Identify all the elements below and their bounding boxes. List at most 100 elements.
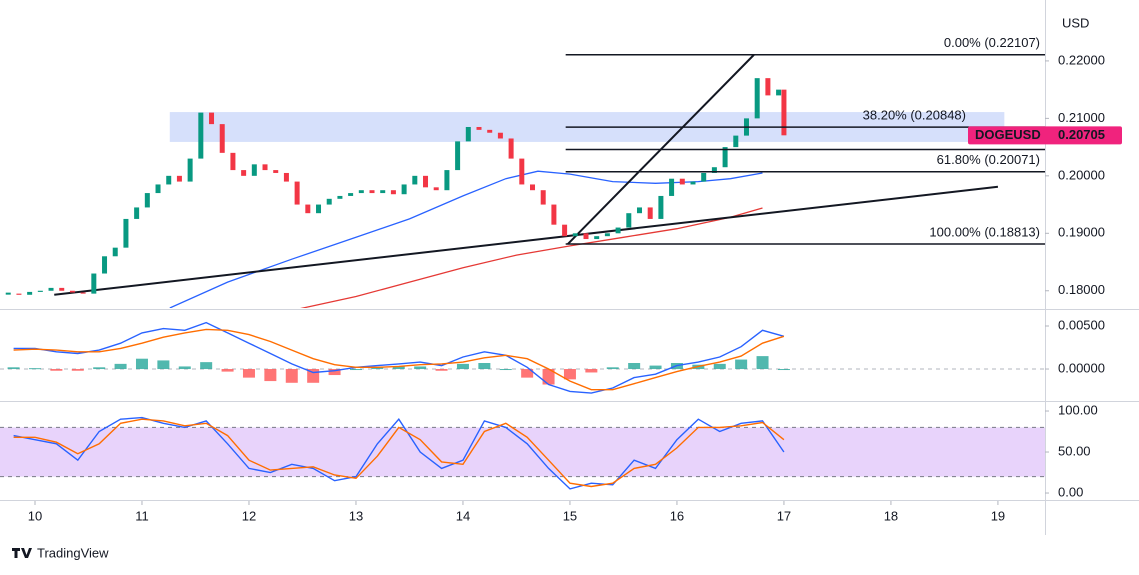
histogram-bar <box>178 366 191 370</box>
histogram-bar <box>71 369 84 371</box>
y-tick-label: 0.20000 <box>1058 167 1105 182</box>
candle <box>390 190 396 195</box>
currency-label: USD <box>1062 15 1089 30</box>
candle <box>412 175 418 185</box>
price-tag <box>968 126 1122 145</box>
moving-average <box>300 207 763 308</box>
candle <box>711 167 717 173</box>
candle <box>326 198 332 205</box>
histogram-bar <box>414 366 427 370</box>
pane <box>0 416 1045 490</box>
histogram-bar <box>349 369 362 371</box>
candle <box>497 132 503 139</box>
candle <box>690 181 696 185</box>
candle <box>144 193 150 208</box>
candle <box>273 170 279 173</box>
candle <box>444 170 450 191</box>
histogram-bar <box>93 367 106 370</box>
y-tick-label: 0.00000 <box>1058 360 1105 375</box>
candle <box>765 78 771 96</box>
y-tick-label: 0.00500 <box>1058 317 1105 332</box>
candle <box>176 175 182 182</box>
candle <box>262 164 268 171</box>
histogram-bar <box>7 367 20 370</box>
candle <box>91 273 97 294</box>
pane <box>0 321 1045 394</box>
candle <box>562 224 568 237</box>
histogram-bar <box>264 369 277 382</box>
candle <box>776 89 782 96</box>
candle <box>647 207 653 219</box>
x-tick-label: 12 <box>242 508 256 523</box>
histogram-bar <box>221 369 234 372</box>
histogram-bar <box>114 363 127 370</box>
histogram-bar <box>371 367 384 370</box>
brand-logo <box>12 548 32 558</box>
brand-name: TradingView <box>37 545 109 560</box>
histogram-bar <box>157 360 170 370</box>
candle <box>358 190 364 194</box>
histogram-bar <box>478 363 491 370</box>
oscillator-line <box>13 418 785 488</box>
candle <box>155 184 161 194</box>
histogram-bar <box>628 363 641 370</box>
candle <box>241 170 247 176</box>
candle <box>102 256 108 274</box>
histogram-bar <box>285 369 298 383</box>
candle <box>701 172 707 182</box>
candle <box>80 292 86 294</box>
histogram-bar <box>585 369 598 373</box>
candle <box>283 172 289 182</box>
histogram-bar <box>521 369 534 378</box>
candle <box>615 227 621 234</box>
candle <box>187 158 193 182</box>
histogram-bar <box>542 369 555 385</box>
candle <box>305 204 311 214</box>
x-tick-label: 11 <box>135 508 149 523</box>
x-tick-label: 16 <box>670 508 684 523</box>
candle <box>316 204 322 214</box>
candle <box>401 184 407 195</box>
pane <box>5 54 1045 308</box>
histogram-bar <box>649 365 662 370</box>
candle <box>112 247 118 257</box>
candle <box>251 164 257 176</box>
candle <box>198 112 204 159</box>
candle <box>380 190 386 194</box>
candle <box>679 178 685 185</box>
candle <box>423 175 429 188</box>
candle <box>337 195 343 199</box>
x-tick-label: 14 <box>456 508 470 523</box>
candle <box>455 141 461 171</box>
candle <box>134 207 140 219</box>
histogram-bar <box>456 363 469 370</box>
candle <box>5 292 11 295</box>
candle <box>781 89 787 136</box>
histogram-bar <box>328 369 341 376</box>
candle <box>209 112 215 125</box>
histogram-bar <box>50 369 63 371</box>
histogram-bar <box>200 362 213 370</box>
candle <box>166 175 172 185</box>
histogram-bar <box>28 368 41 370</box>
y-tick-label: 50.00 <box>1058 443 1091 458</box>
candle <box>48 287 54 291</box>
histogram-bar <box>735 359 748 370</box>
fib-label: 0.00% (0.22107) <box>944 35 1040 50</box>
candle <box>594 236 600 240</box>
fib-label: 61.80% (0.20071) <box>937 152 1040 167</box>
candle <box>519 158 525 185</box>
histogram-bar <box>499 369 512 371</box>
histogram-bar <box>563 369 576 380</box>
last-price: 0.20705 <box>1058 127 1105 142</box>
x-tick-label: 13 <box>349 508 363 523</box>
fib-label: 100.00% (0.18813) <box>929 224 1040 239</box>
histogram-bar <box>392 366 405 370</box>
candle <box>348 193 354 196</box>
candle <box>722 147 728 168</box>
candle <box>604 233 610 237</box>
candle <box>508 138 514 159</box>
candle <box>219 124 225 153</box>
candle <box>433 187 439 191</box>
